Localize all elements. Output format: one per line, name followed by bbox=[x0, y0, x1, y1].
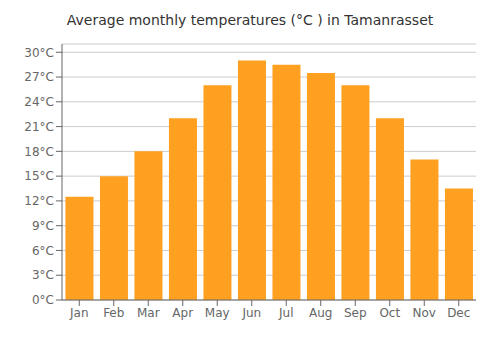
svg-text:Dec: Dec bbox=[447, 306, 470, 320]
svg-text:0°C: 0°C bbox=[32, 293, 54, 307]
svg-text:May: May bbox=[205, 306, 230, 320]
svg-text:Jan: Jan bbox=[69, 306, 89, 320]
svg-text:Jul: Jul bbox=[278, 306, 293, 320]
svg-text:Apr: Apr bbox=[172, 306, 193, 320]
svg-text:6°C: 6°C bbox=[32, 244, 54, 258]
svg-text:Jun: Jun bbox=[241, 306, 261, 320]
html-text:Average monthly temperatures (: Average monthly temperatures (°C ) in Ta… bbox=[66, 12, 434, 28]
svg-text:12°C: 12°C bbox=[24, 194, 54, 208]
svg-text:Feb: Feb bbox=[103, 306, 124, 320]
svg-text:Oct: Oct bbox=[379, 306, 400, 320]
svg-text:21°C: 21°C bbox=[24, 120, 54, 134]
svg-text:9°C: 9°C bbox=[32, 219, 54, 233]
svg-text:Aug: Aug bbox=[309, 306, 332, 320]
svg-text:15°C: 15°C bbox=[24, 169, 54, 183]
svg-text:3°C: 3°C bbox=[32, 268, 54, 282]
svg-text:30°C: 30°C bbox=[24, 46, 54, 60]
svg-text:Nov: Nov bbox=[413, 306, 436, 320]
svg-text:Mar: Mar bbox=[137, 306, 160, 320]
svg-text:27°C: 27°C bbox=[24, 70, 54, 84]
svg-text:Sep: Sep bbox=[344, 306, 367, 320]
svg-text:24°C: 24°C bbox=[24, 95, 54, 109]
svg-text:18°C: 18°C bbox=[24, 145, 54, 159]
